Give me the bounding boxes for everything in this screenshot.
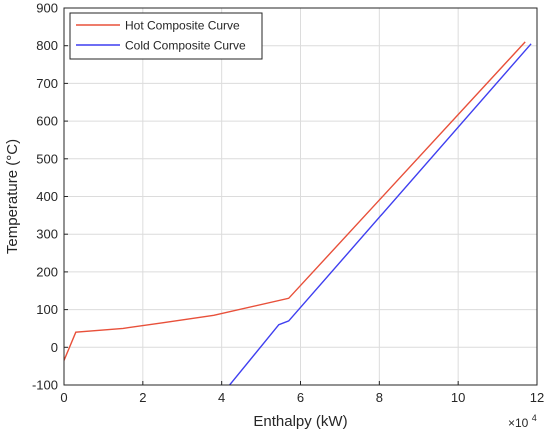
legend-box [69, 12, 263, 60]
x-tick-label: 2 [139, 390, 146, 405]
series-line-1 [64, 41, 526, 361]
data-series [64, 41, 532, 385]
x-axis-label: Enthalpy (kW) [253, 413, 347, 430]
y-tick-label: 400 [36, 189, 58, 204]
y-tick-label: 0 [51, 340, 58, 355]
x-axis-multiplier-base: ×10 [508, 416, 529, 430]
legend-label: Hot Composite Curve [125, 19, 240, 33]
x-axis-multiplier-exponent: 4 [532, 413, 537, 423]
y-tick-label: 300 [36, 227, 58, 242]
series-line-2 [229, 43, 532, 385]
x-axis-multiplier: ×10 4 [508, 413, 537, 430]
legend: Hot Composite Curve Cold Composite Curve [69, 12, 263, 60]
x-tick-label: 12 [530, 390, 544, 405]
x-tick-label: 10 [451, 390, 465, 405]
legend-label: Cold Composite Curve [125, 39, 246, 53]
y-tick-label: -100 [32, 378, 58, 393]
x-tick-label: 6 [297, 390, 304, 405]
y-tick-label: 700 [36, 76, 58, 91]
x-tick-label: 0 [60, 390, 67, 405]
y-tick-label: 800 [36, 38, 58, 53]
y-tick-label: 900 [36, 1, 58, 16]
y-tick-label: 500 [36, 151, 58, 166]
y-tick-label: 100 [36, 302, 58, 317]
x-tick-label: 4 [218, 390, 225, 405]
y-tick-label: 600 [36, 114, 58, 129]
y-tick-label: 200 [36, 264, 58, 279]
x-tick-label: 8 [376, 390, 383, 405]
y-axis-label: Temperature (°C) [4, 139, 21, 254]
axis-ticks: 0 2 4 6 8 10 12-100010020030040050060070080090… [32, 1, 544, 406]
